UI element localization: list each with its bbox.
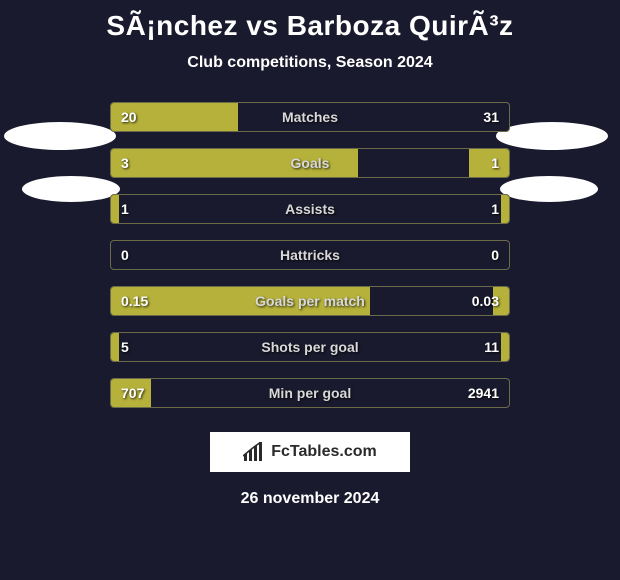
- value-left: 707: [121, 385, 144, 401]
- decor-ellipse: [496, 122, 608, 150]
- value-right: 31: [483, 109, 499, 125]
- stat-label: Goals per match: [255, 293, 365, 309]
- stat-row: 1 Assists 1: [110, 194, 510, 224]
- bar-left: [111, 195, 119, 223]
- value-left: 20: [121, 109, 137, 125]
- stat-label: Hattricks: [280, 247, 340, 263]
- page-title: SÃ¡nchez vs Barboza QuirÃ³z: [0, 0, 620, 42]
- footer-brand: FcTables.com: [210, 432, 410, 472]
- value-left: 3: [121, 155, 129, 171]
- value-left: 0.15: [121, 293, 148, 309]
- stat-label: Shots per goal: [261, 339, 358, 355]
- value-left: 0: [121, 247, 129, 263]
- stat-row: 0.15 Goals per match 0.03: [110, 286, 510, 316]
- value-right: 2941: [468, 385, 499, 401]
- value-right: 0.03: [472, 293, 499, 309]
- stat-row: 707 Min per goal 2941: [110, 378, 510, 408]
- decor-ellipse: [4, 122, 116, 150]
- value-right: 0: [491, 247, 499, 263]
- value-left: 5: [121, 339, 129, 355]
- stat-label: Matches: [282, 109, 338, 125]
- bar-right: [469, 149, 509, 177]
- stat-label: Min per goal: [269, 385, 351, 401]
- stat-label: Goals: [291, 155, 330, 171]
- decor-ellipse: [500, 176, 598, 202]
- bar-left: [111, 333, 119, 361]
- stat-row: 20 Matches 31: [110, 102, 510, 132]
- value-left: 1: [121, 201, 129, 217]
- stat-label: Assists: [285, 201, 335, 217]
- chart-icon: [243, 442, 265, 462]
- stat-row: 5 Shots per goal 11: [110, 332, 510, 362]
- bar-right: [501, 333, 509, 361]
- stat-row: 3 Goals 1: [110, 148, 510, 178]
- footer-date: 26 november 2024: [0, 490, 620, 508]
- subtitle: Club competitions, Season 2024: [0, 54, 620, 72]
- bar-right: [501, 195, 509, 223]
- decor-ellipse: [22, 176, 120, 202]
- value-right: 1: [491, 201, 499, 217]
- value-right: 1: [491, 155, 499, 171]
- stat-row: 0 Hattricks 0: [110, 240, 510, 270]
- footer-brand-text: FcTables.com: [271, 443, 377, 461]
- value-right: 11: [484, 339, 499, 355]
- stats-container: 20Matches313Goals11Assists10Hattricks00.…: [110, 102, 510, 408]
